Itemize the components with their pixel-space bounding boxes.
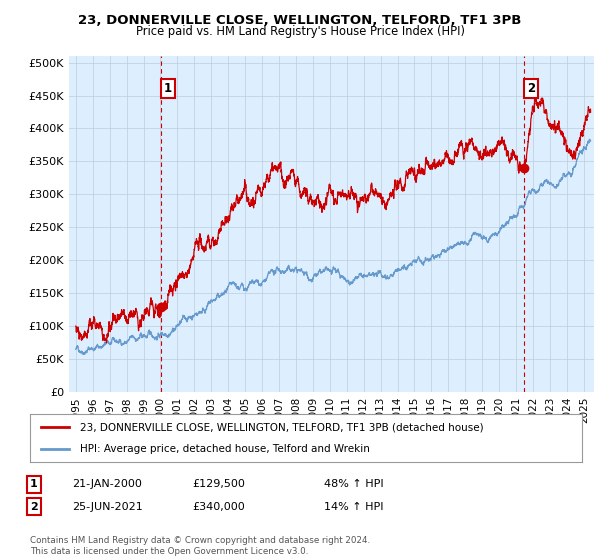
Text: 1: 1 [164, 82, 172, 95]
Text: 25-JUN-2021: 25-JUN-2021 [72, 502, 143, 512]
Text: 23, DONNERVILLE CLOSE, WELLINGTON, TELFORD, TF1 3PB: 23, DONNERVILLE CLOSE, WELLINGTON, TELFO… [79, 14, 521, 27]
Text: 2: 2 [30, 502, 38, 512]
Text: Price paid vs. HM Land Registry's House Price Index (HPI): Price paid vs. HM Land Registry's House … [136, 25, 464, 38]
Text: £129,500: £129,500 [192, 479, 245, 489]
Text: 2: 2 [527, 82, 535, 95]
Text: 23, DONNERVILLE CLOSE, WELLINGTON, TELFORD, TF1 3PB (detached house): 23, DONNERVILLE CLOSE, WELLINGTON, TELFO… [80, 422, 484, 432]
Text: £340,000: £340,000 [192, 502, 245, 512]
Text: 21-JAN-2000: 21-JAN-2000 [72, 479, 142, 489]
Text: HPI: Average price, detached house, Telford and Wrekin: HPI: Average price, detached house, Telf… [80, 444, 370, 454]
Text: 1: 1 [30, 479, 38, 489]
Text: Contains HM Land Registry data © Crown copyright and database right 2024.
This d: Contains HM Land Registry data © Crown c… [30, 536, 370, 556]
Text: 14% ↑ HPI: 14% ↑ HPI [324, 502, 383, 512]
Text: 48% ↑ HPI: 48% ↑ HPI [324, 479, 383, 489]
